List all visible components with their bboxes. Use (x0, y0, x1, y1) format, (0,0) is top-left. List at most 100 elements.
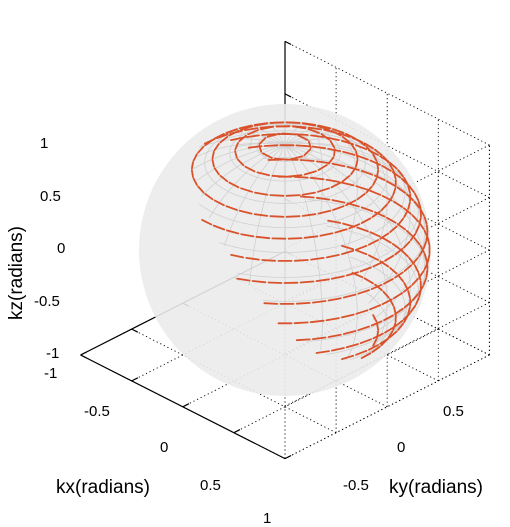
field-arrow (350, 142, 357, 152)
field-arrow (415, 296, 420, 306)
field-arrow (407, 185, 411, 194)
field-arrow (303, 148, 312, 157)
field-arrow (317, 124, 332, 130)
field-arrow (266, 132, 281, 138)
field-arrow (310, 256, 325, 261)
field-arrow (238, 124, 253, 130)
field-arrow (345, 343, 359, 349)
field-arrow (295, 301, 311, 305)
field-arrow (369, 304, 382, 311)
field-arrow (415, 225, 420, 234)
field-arrow (383, 314, 394, 322)
field-arrow (247, 129, 259, 136)
field-arrow (225, 229, 240, 235)
field-arrow (211, 150, 215, 160)
sphere-longitude-line (284, 144, 358, 361)
field-arrow (253, 213, 269, 217)
field-arrow (327, 333, 342, 338)
field-arrow (269, 121, 285, 124)
field-arrow (334, 228, 348, 234)
field-arrow (293, 259, 309, 262)
field-arrow (408, 185, 415, 194)
field-arrow (394, 319, 404, 328)
field-arrow (419, 244, 425, 254)
field-arrow (422, 240, 428, 250)
field-arrow (342, 293, 357, 299)
field-arrow (418, 288, 422, 298)
field-arrow (293, 133, 309, 136)
field-arrow (253, 122, 269, 126)
field-arrow (331, 199, 346, 204)
field-arrow (397, 169, 405, 178)
y-tick-label: -0.5 (343, 477, 369, 494)
field-arrow (327, 219, 342, 224)
field-arrow (411, 293, 419, 302)
field-arrow (285, 194, 301, 197)
field-arrow (369, 189, 382, 196)
field-arrow (259, 125, 275, 129)
sphere-longitude-line (224, 144, 286, 247)
field-arrow (285, 215, 301, 218)
field-arrow (245, 256, 260, 261)
field-arrow (402, 207, 412, 215)
field-arrow (197, 145, 205, 154)
field-arrow (393, 306, 397, 315)
field-arrow (341, 174, 351, 183)
field-arrow (423, 229, 429, 238)
field-arrow (201, 218, 213, 226)
field-arrow (197, 185, 205, 194)
field-arrow (211, 158, 215, 168)
field-arrow (346, 165, 360, 171)
field-arrow (190, 161, 194, 170)
field-arrow (240, 125, 254, 131)
field-arrow (341, 249, 355, 256)
field-arrow (413, 237, 421, 246)
field-arrow (425, 269, 429, 278)
field-arrow (363, 277, 374, 285)
field-arrow (325, 136, 340, 142)
field-arrow (263, 302, 279, 305)
field-arrow (391, 242, 402, 251)
field-arrow (297, 134, 309, 141)
field-arrow (367, 344, 380, 351)
field-arrow (384, 254, 395, 262)
field-arrow (422, 277, 428, 286)
field-arrow (382, 290, 390, 299)
y-tick-mark (233, 429, 241, 434)
field-arrow (394, 247, 404, 256)
field-arrow (261, 133, 277, 136)
field-arrow (356, 192, 366, 201)
field-arrow (360, 206, 374, 213)
z-tick-label: -1 (46, 345, 59, 362)
field-arrow (244, 127, 259, 132)
field-arrow (299, 280, 315, 284)
field-arrow (385, 216, 397, 224)
field-arrow (316, 125, 330, 131)
field-arrow (371, 210, 381, 218)
field-arrow (340, 181, 355, 187)
field-arrow (219, 174, 229, 183)
field-arrow (379, 155, 390, 163)
field-arrow (267, 281, 283, 284)
field-arrow (360, 217, 372, 225)
z-axis-label: kz(radians) (6, 226, 27, 320)
field-arrow (317, 209, 332, 215)
field-arrow (374, 283, 383, 292)
field-arrow (392, 292, 404, 300)
y-tick-mark (284, 454, 292, 460)
field-arrow (372, 338, 378, 347)
field-arrow (342, 222, 356, 228)
field-arrow (238, 209, 253, 215)
field-arrow (293, 175, 309, 179)
sphere-longitude-line (196, 142, 286, 157)
field-arrow (381, 236, 392, 244)
field-arrow (413, 264, 420, 273)
field-arrow (356, 226, 369, 233)
field-arrow (407, 290, 411, 299)
field-arrow (356, 154, 369, 161)
field-arrow (301, 122, 317, 126)
x-tick-mark (80, 354, 88, 359)
x-tick-label: 0 (160, 439, 168, 456)
field-arrow (372, 153, 378, 162)
field-arrow (225, 128, 238, 134)
